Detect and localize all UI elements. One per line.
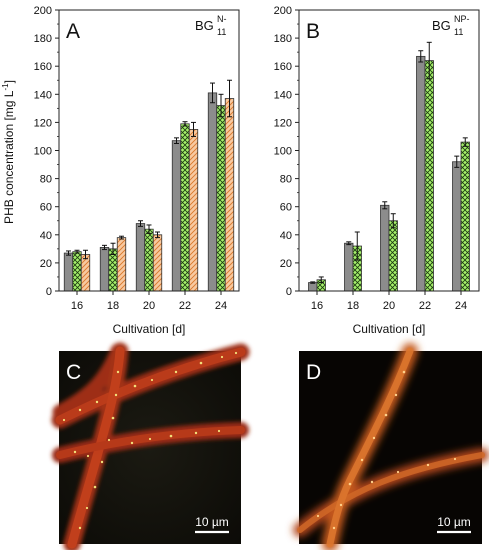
x-tick-label: 18 xyxy=(107,300,119,312)
medium-label-a: BG xyxy=(195,18,214,33)
micrograph-c: 10 µm C xyxy=(51,342,250,550)
x-tick-label: 20 xyxy=(143,300,155,312)
y-tick-label: 160 xyxy=(34,61,52,73)
panel-label-c: C xyxy=(66,361,81,384)
y-tick-label: 200 xyxy=(274,5,292,17)
bar-crosshatch-16 xyxy=(72,251,82,292)
bar-crosshatch-22 xyxy=(424,60,434,292)
y-tick-label: 140 xyxy=(274,89,292,101)
bar-solid-24 xyxy=(452,161,462,292)
x-tick-label: 22 xyxy=(179,300,191,312)
x-tick-label: 16 xyxy=(311,300,323,312)
x-axis-title-b: Cultivation [d] xyxy=(353,322,426,336)
y-tick-label: 100 xyxy=(274,146,292,158)
x-tick-label: 22 xyxy=(419,300,431,312)
bar-crosshatch-24 xyxy=(216,105,226,292)
panel-label-d: D xyxy=(306,361,321,384)
medium-sub-b: 11 xyxy=(454,27,463,37)
bar-diagonal-20 xyxy=(152,234,163,292)
bar-crosshatch-22 xyxy=(180,123,190,292)
bar-solid-20 xyxy=(135,223,146,292)
x-tick-label: 16 xyxy=(71,300,83,312)
bar-crosshatch-20 xyxy=(388,220,398,292)
y-tick-label: 60 xyxy=(40,202,52,214)
micrograph-d: 10 µm D xyxy=(293,343,489,550)
x-tick-label: 24 xyxy=(455,300,467,312)
y-tick-label: 140 xyxy=(34,89,52,101)
y-tick-label: 40 xyxy=(40,230,52,242)
bar-solid-18 xyxy=(344,242,354,292)
bar-crosshatch-18 xyxy=(108,248,118,292)
y-axis-title: PHB concentration [mg L-1] xyxy=(1,80,16,224)
medium-sub-a: 11 xyxy=(217,27,226,37)
y-tick-label: 80 xyxy=(280,174,292,186)
y-tick-label: 0 xyxy=(286,286,292,298)
bar-diagonal-16 xyxy=(80,254,91,292)
y-tick-label: 160 xyxy=(274,61,292,73)
y-tick-label: 200 xyxy=(34,5,52,17)
y-tick-label: 0 xyxy=(46,286,52,298)
y-tick-label: 120 xyxy=(274,117,292,129)
y-tick-label: 80 xyxy=(40,174,52,186)
y-tick-label: 180 xyxy=(274,33,292,45)
bar-solid-22 xyxy=(416,55,426,292)
x-tick-label: 20 xyxy=(383,300,395,312)
medium-sup-b: NP- xyxy=(454,14,470,24)
bar-diagonal-18 xyxy=(116,237,127,292)
y-tick-label: 180 xyxy=(34,33,52,45)
y-tick-label: 60 xyxy=(280,202,292,214)
y-tick-label: 40 xyxy=(280,230,292,242)
bar-solid-24 xyxy=(207,92,218,292)
bar-solid-20 xyxy=(380,204,390,292)
bar-diagonal-24 xyxy=(224,98,235,292)
x-axis-title-a: Cultivation [d] xyxy=(113,322,186,336)
bar-solid-18 xyxy=(99,247,110,292)
panel-label-b: B xyxy=(306,20,320,43)
y-tick-label: 20 xyxy=(280,258,292,270)
bar-crosshatch-20 xyxy=(144,228,154,292)
y-tick-label: 120 xyxy=(34,117,52,129)
y-tick-label: 20 xyxy=(40,258,52,270)
bar-diagonal-22 xyxy=(188,129,199,292)
scale-bar-label: 10 µm xyxy=(195,515,229,529)
y-tick-label: 100 xyxy=(34,146,52,158)
x-tick-label: 18 xyxy=(347,300,359,312)
scale-bar-label: 10 µm xyxy=(437,515,471,529)
bar-crosshatch-24 xyxy=(460,141,470,292)
bar-solid-16 xyxy=(308,282,318,292)
bar-solid-16 xyxy=(63,252,74,292)
x-tick-label: 24 xyxy=(215,300,227,312)
medium-label-b: BG xyxy=(432,18,451,33)
bar-solid-22 xyxy=(171,140,182,292)
panel-label-a: A xyxy=(66,20,80,43)
medium-sup-a: N- xyxy=(217,14,227,24)
